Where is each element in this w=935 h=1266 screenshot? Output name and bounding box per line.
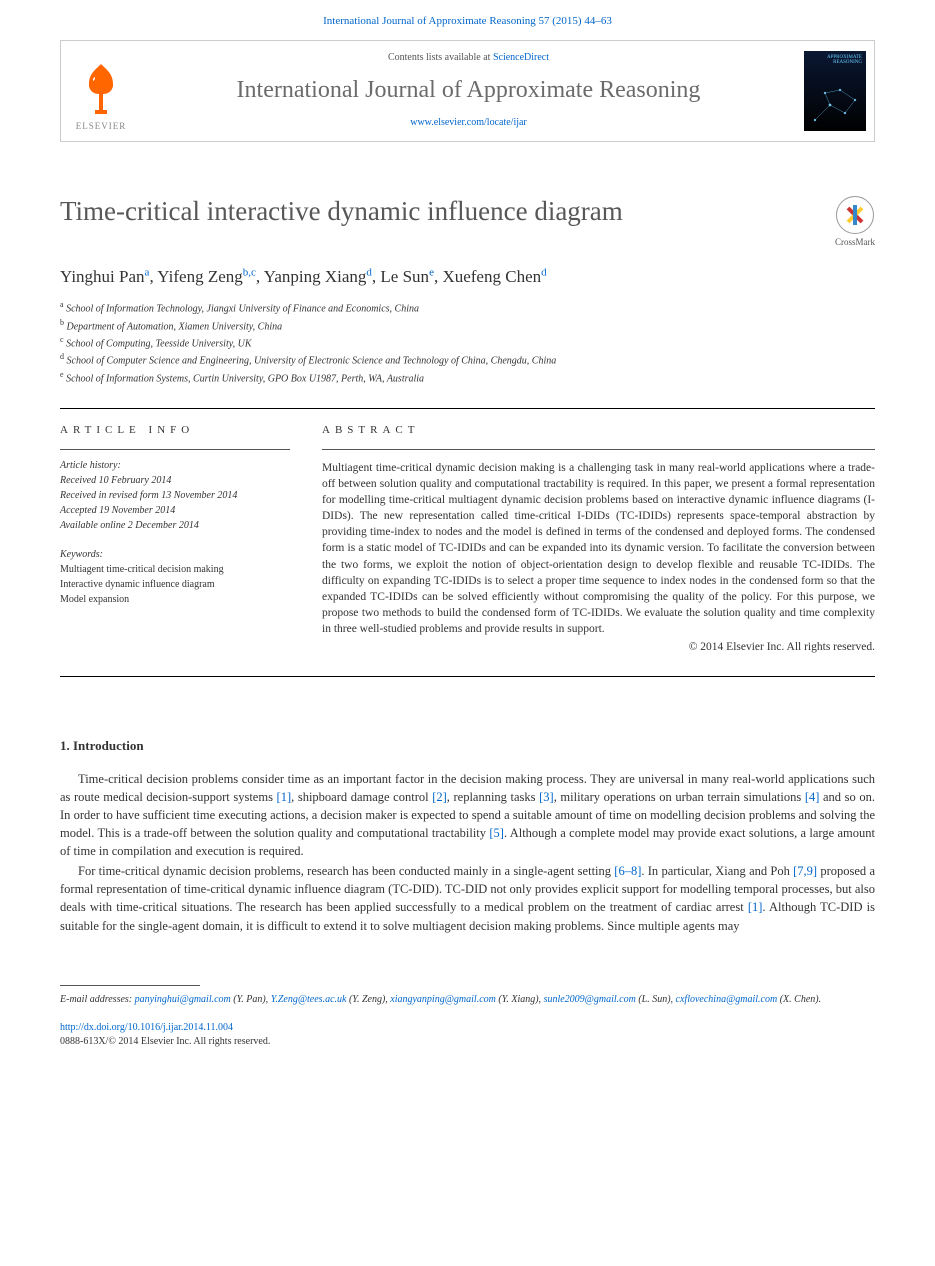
citation-link[interactable]: [6–8] [614,864,641,878]
affiliations-block: a School of Information Technology, Jian… [60,299,875,386]
email-link[interactable]: sunle2009@gmail.com [544,994,636,1005]
affiliation-line: e School of Information Systems, Curtin … [60,369,875,386]
header-citation: International Journal of Approximate Rea… [0,0,935,40]
citation-link[interactable]: [7,9] [793,864,817,878]
body-paragraph: For time-critical dynamic decision probl… [60,862,875,935]
history-label: Article history: [60,458,290,473]
introduction-section: 1. Introduction Time-critical decision p… [60,737,875,935]
thin-divider [60,449,290,450]
email-link[interactable]: Y.Zeng@tees.ac.uk [271,994,347,1005]
body-paragraph: Time-critical decision problems consider… [60,770,875,861]
article-title: Time-critical interactive dynamic influe… [60,192,815,231]
email-link[interactable]: panyinghui@gmail.com [135,994,231,1005]
keywords-block: Keywords: Multiagent time-critical decis… [60,547,290,607]
affiliation-line: a School of Information Technology, Jian… [60,299,875,316]
crossmark-label: CrossMark [835,236,875,249]
crossmark-icon [842,202,868,228]
keyword-line: Multiagent time-critical decision making [60,562,290,577]
history-line: Accepted 19 November 2014 [60,503,290,518]
citation-link[interactable]: [1] [748,900,763,914]
keyword-line: Interactive dynamic influence diagram [60,577,290,592]
footer-block: E-mail addresses: panyinghui@gmail.com (… [60,985,875,1069]
masthead-center: Contents lists available at ScienceDirec… [141,41,796,141]
sciencedirect-link[interactable]: ScienceDirect [493,52,549,63]
crossmark-badge[interactable]: CrossMark [835,196,875,249]
history-line: Received 10 February 2014 [60,473,290,488]
article-history: Article history: Received 10 February 20… [60,458,290,533]
citation-link[interactable]: [4] [805,790,820,804]
affiliation-line: d School of Computer Science and Enginee… [60,351,875,368]
section-heading: 1. Introduction [60,737,875,756]
affiliation-line: b Department of Automation, Xiamen Unive… [60,317,875,334]
divider [60,408,875,409]
email-link[interactable]: cxflovechina@gmail.com [676,994,778,1005]
journal-cover-thumb: APPROXIMATE REASONING [804,51,866,131]
thin-divider [322,449,875,450]
doi-link[interactable]: http://dx.doi.org/10.1016/j.ijar.2014.11… [60,1021,875,1035]
abstract-copyright: © 2014 Elsevier Inc. All rights reserved… [322,639,875,656]
citation-link[interactable]: [2] [432,790,447,804]
keywords-label: Keywords: [60,547,290,562]
email-link[interactable]: xiangyanping@gmail.com [390,994,496,1005]
keyword-line: Model expansion [60,592,290,607]
elsevier-tree-icon [75,60,127,118]
abstract-header: abstract [322,423,875,439]
publisher-logo-block: ELSEVIER [61,41,141,141]
cover-thumb-block: APPROXIMATE REASONING [796,41,874,141]
footer-divider [60,985,200,986]
issn-copyright: 0888-613X/© 2014 Elsevier Inc. All right… [60,1035,875,1049]
abstract-text: Multiagent time-critical dynamic decisio… [322,460,875,637]
citation-link[interactable]: [3] [539,790,554,804]
corresponding-emails: E-mail addresses: panyinghui@gmail.com (… [60,992,875,1007]
article-info-column: article info Article history: Received 1… [60,423,290,656]
elsevier-label: ELSEVIER [76,120,127,133]
journal-name: International Journal of Approximate Rea… [149,73,788,108]
authors-line: Yinghui Pana, Yifeng Zengb,c, Yanping Xi… [60,265,875,290]
contents-line: Contents lists available at ScienceDirec… [149,51,788,66]
article-info-header: article info [60,423,290,439]
doi-block: http://dx.doi.org/10.1016/j.ijar.2014.11… [60,1021,875,1049]
history-line: Received in revised form 13 November 201… [60,488,290,503]
masthead: ELSEVIER Contents lists available at Sci… [60,40,875,142]
citation-link[interactable]: [1] [277,790,292,804]
divider [60,676,875,677]
history-line: Available online 2 December 2014 [60,518,290,533]
citation-link[interactable]: [5] [489,826,504,840]
abstract-column: abstract Multiagent time-critical dynami… [322,423,875,656]
journal-homepage-link[interactable]: www.elsevier.com/locate/ijar [149,116,788,131]
cover-thumb-text: APPROXIMATE REASONING [804,55,862,66]
affiliation-line: c School of Computing, Teesside Universi… [60,334,875,351]
